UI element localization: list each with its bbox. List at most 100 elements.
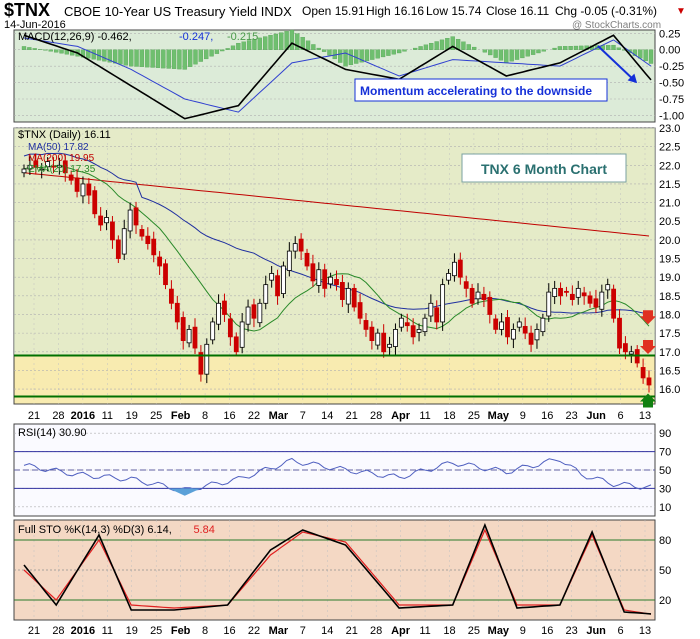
- macd-histogram-bar: [139, 49, 145, 67]
- candle-body: [564, 290, 569, 293]
- rsi-tick-label: 50: [659, 465, 671, 477]
- macd-histogram-bar: [193, 49, 198, 65]
- candle-body: [263, 284, 269, 304]
- candle-body: [493, 318, 499, 330]
- candle-body: [540, 317, 546, 333]
- price-x-tick-label: May: [488, 410, 510, 422]
- candle-body: [440, 284, 446, 323]
- macd-histogram-bar: [27, 47, 32, 50]
- header-open: Open 15.91: [302, 4, 365, 18]
- macd-histogram-bar: [472, 46, 477, 50]
- header-high: High 16.16: [366, 4, 425, 18]
- watermark: @ StockCharts.com: [572, 20, 662, 31]
- candle-body: [180, 317, 186, 341]
- candle-body: [104, 217, 109, 224]
- candle-body: [575, 287, 581, 298]
- macd-histogram-bar: [145, 49, 150, 68]
- candle-body: [369, 326, 375, 341]
- candle-body: [481, 293, 487, 300]
- macd-histogram-bar: [573, 45, 579, 50]
- macd-histogram-bar: [129, 49, 134, 67]
- macd-histogram-bar: [616, 47, 621, 50]
- macd-legend-macd: MACD(12,26,9) -0.462,: [18, 31, 132, 43]
- candle-body: [587, 295, 593, 304]
- macd-histogram-bar: [348, 49, 354, 65]
- sto-x-tick-label: May: [488, 625, 510, 637]
- candle-body: [617, 317, 622, 349]
- macd-tick-label: 0.00: [659, 45, 680, 57]
- candle-body: [487, 296, 493, 315]
- candle-body: [593, 298, 599, 308]
- macd-legend-hist: -0.215: [227, 31, 258, 43]
- price-tick-label: 22.0: [659, 160, 680, 172]
- macd-tick-label: 0.25: [659, 28, 680, 40]
- macd-histogram-bar: [289, 29, 295, 50]
- sto-x-tick-label: 28: [370, 625, 382, 637]
- macd-histogram-bar: [632, 49, 638, 56]
- macd-histogram-bar: [214, 49, 220, 54]
- price-tick-label: 18.0: [659, 309, 680, 321]
- green-up-arrow-icon: [640, 393, 656, 408]
- macd-histogram-bar: [488, 49, 493, 56]
- candle-body: [316, 269, 322, 286]
- macd-histogram-bar: [364, 49, 370, 62]
- price-x-tick-label: Mar: [269, 410, 289, 422]
- price-legend-ma50: MA(50) 17.82: [28, 142, 89, 153]
- price-tick-label: 16.0: [659, 384, 680, 396]
- candle-body: [581, 292, 587, 297]
- rsi-tick-label: 90: [659, 428, 671, 440]
- macd-annotation-text: Momentum accelerating to the downside: [360, 84, 592, 98]
- candle-body: [304, 252, 310, 267]
- macd-tick-label: -1.00: [659, 110, 684, 122]
- candle-body: [39, 168, 45, 171]
- macd-histogram-bar: [230, 45, 236, 50]
- candle-body: [139, 229, 145, 237]
- candle-body: [186, 329, 192, 344]
- sto-x-tick-label: 16: [541, 625, 553, 637]
- candle-body: [569, 293, 575, 300]
- sto-tick-label: 50: [659, 565, 671, 577]
- macd-histogram-bar: [295, 33, 300, 50]
- candle-body: [33, 160, 39, 168]
- candle-body: [198, 352, 204, 375]
- macd-histogram-bar: [429, 42, 434, 50]
- price-annotation-box: [461, 153, 627, 183]
- candle-body: [310, 263, 316, 282]
- candle-body: [552, 287, 558, 297]
- candle-body: [345, 287, 351, 305]
- candle-body: [127, 209, 133, 232]
- macd-line: [23, 34, 652, 120]
- macd-histogram-bar: [316, 47, 321, 50]
- macd-histogram-bar: [541, 49, 546, 52]
- sto-k-line: [23, 522, 652, 615]
- macd-histogram-bar: [461, 41, 466, 50]
- sto-x-tick-label: 6: [617, 625, 623, 637]
- sto-x-tick-label: 21: [28, 625, 40, 637]
- candle-body: [192, 326, 198, 349]
- header-close: Close 16.11: [486, 4, 550, 18]
- candle-body: [27, 164, 33, 170]
- sto-x-tick-label: Mar: [269, 625, 289, 637]
- candle-body: [98, 215, 104, 226]
- candle-body: [469, 287, 475, 304]
- price-x-tick-label: Apr: [391, 410, 411, 422]
- candle-body: [269, 273, 275, 281]
- price-x-tick-label: Feb: [171, 410, 191, 422]
- price-x-tick-label: 23: [566, 410, 578, 422]
- candle-body: [381, 332, 387, 353]
- candle-body: [292, 243, 298, 252]
- price-tick-label: 21.5: [659, 179, 680, 191]
- macd-histogram-bar: [150, 49, 155, 68]
- candle-body: [245, 306, 251, 325]
- candle-body: [275, 275, 280, 297]
- price-x-tick-label: 19: [126, 410, 138, 422]
- sto-x-tick-label: 28: [52, 625, 64, 637]
- sto-tick-label: 20: [659, 595, 671, 607]
- macd-histogram-bar: [439, 39, 445, 50]
- sto-x-tick-label: 14: [321, 625, 333, 637]
- macd-histogram-bar: [257, 37, 262, 50]
- candle-body: [599, 291, 605, 310]
- sto-tick-label: 80: [659, 535, 671, 547]
- candle-body: [239, 321, 245, 348]
- macd-arrow-head: [627, 73, 638, 84]
